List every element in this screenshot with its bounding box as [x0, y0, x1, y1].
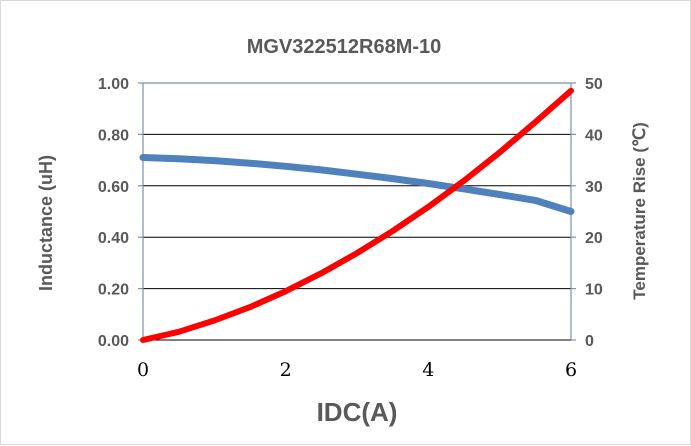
plot-frame	[138, 82, 576, 341]
x-tick-label: 6	[565, 359, 577, 381]
y-tick-label: 1.00	[98, 76, 129, 93]
y-tick-label: 0.20	[98, 282, 129, 299]
y2-tick-label: 30	[585, 179, 603, 196]
x-tick-label: 2	[280, 359, 292, 381]
x-tick-label: 0	[137, 359, 149, 381]
y2-tick-label: 50	[585, 76, 603, 93]
inductance-series-line	[139, 154, 575, 215]
y-tick-label: 0.00	[98, 333, 129, 350]
y-tick-label: 0.40	[98, 230, 129, 247]
y2-tick-label: 10	[585, 282, 603, 299]
y-tick-label: 0.60	[98, 179, 129, 196]
y2-tick-label: 20	[585, 230, 603, 247]
y-tick-label: 0.80	[98, 127, 129, 144]
x-tick-label: 4	[422, 359, 434, 381]
gridlines	[143, 82, 571, 341]
y2-tick-label: 0	[585, 333, 594, 350]
x-axis-title: IDC(A)	[317, 397, 398, 427]
y-axis-title: Inductance (uH)	[36, 155, 56, 291]
temperature-rise-series-line	[140, 87, 574, 343]
y2-tick-label: 40	[585, 127, 603, 144]
chart-title: MGV322512R68M-10	[247, 36, 442, 58]
series-group	[139, 87, 575, 343]
tick-labels: 0.00 0.20 0.40 0.60 0.80 1.00 0 10 20 30 40 50 0 2 4 6	[98, 76, 603, 381]
y2-axis-title: Temperature Rise (℃)	[630, 122, 649, 300]
